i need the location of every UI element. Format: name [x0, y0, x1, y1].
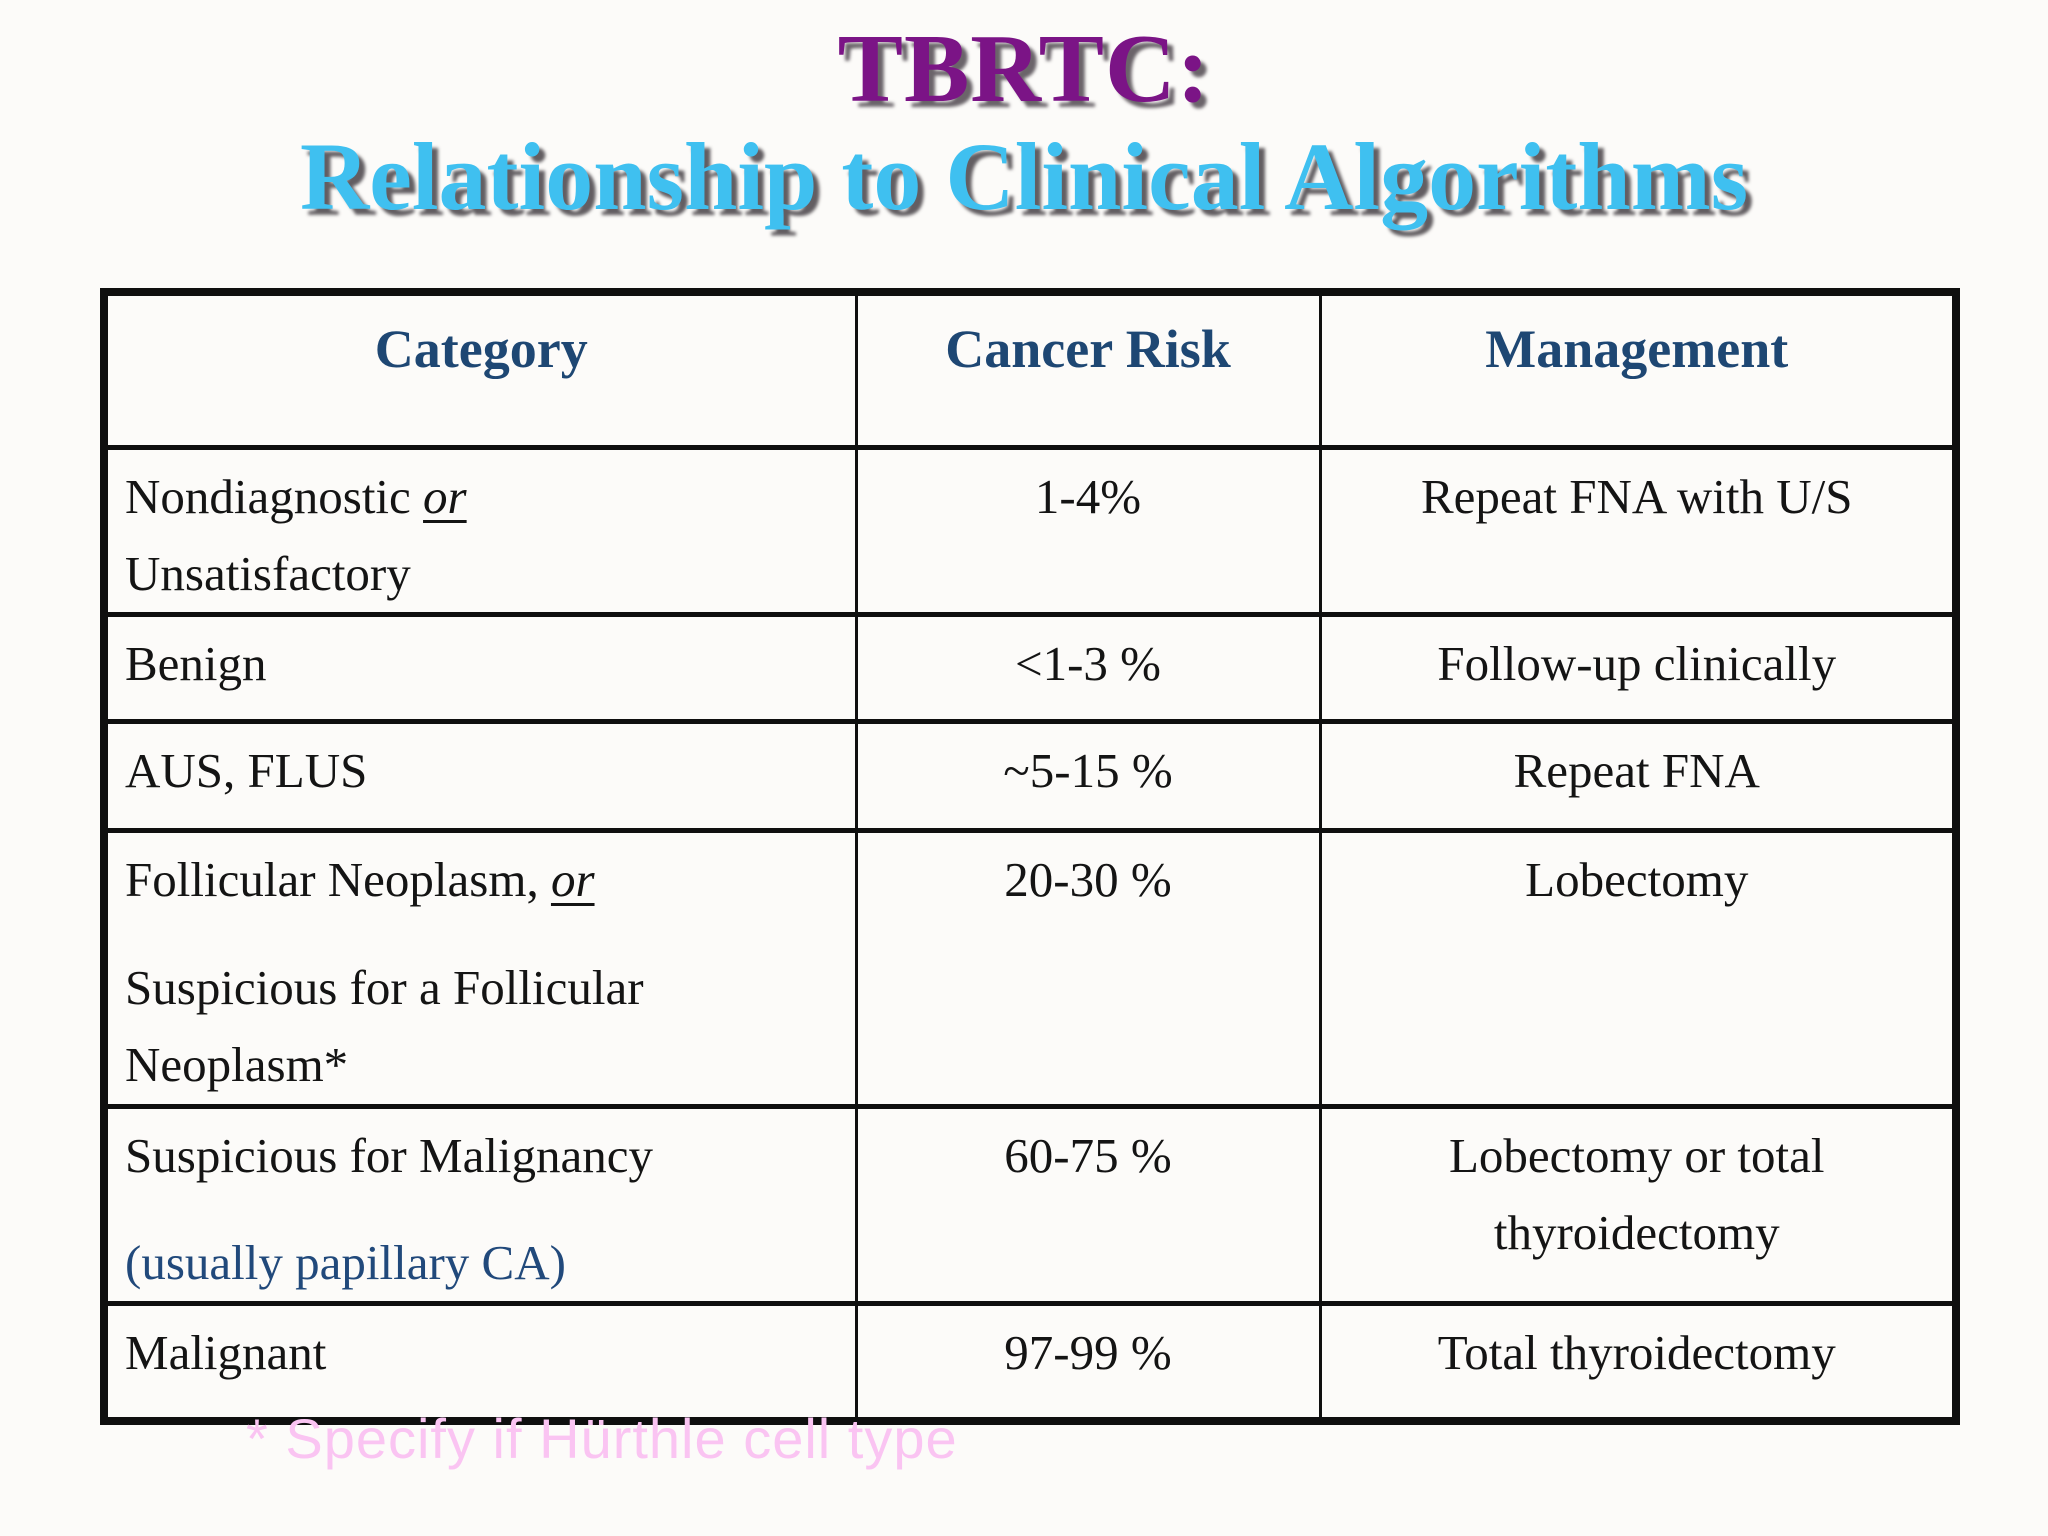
column-header-cancer-risk: Cancer Risk [854, 289, 1322, 450]
management-line: thyroidectomy [1493, 1204, 1780, 1260]
management-cell: Lobectomy or total thyroidectomy [1318, 1103, 1958, 1307]
category-text: Benign [125, 636, 267, 692]
cancer-risk-cell: 1-4% [854, 444, 1322, 618]
management-cell: Repeat FNA with U/S [1318, 444, 1958, 618]
category-cell: Malignant [102, 1301, 858, 1424]
management-cell: Repeat FNA [1318, 719, 1958, 834]
bethesda-category-table: Category Cancer Risk Management Nondiagn… [100, 288, 1960, 1425]
or-emphasis: or [423, 468, 467, 524]
cancer-risk-cell: 60-75 % [854, 1103, 1322, 1307]
category-text: Nondiagnostic [125, 468, 424, 524]
category-line: (usually papillary CA) [125, 1224, 839, 1301]
category-subnote: (usually papillary CA) [125, 1234, 566, 1290]
category-text: Suspicious for Malignancy [125, 1127, 654, 1183]
category-line: Nondiagnostic or [125, 458, 839, 535]
category-line: Unsatisfactory [125, 535, 839, 612]
table-row: AUS, FLUS ~5-15 % Repeat FNA [102, 719, 1958, 834]
management-cell: Lobectomy [1318, 828, 1958, 1109]
or-emphasis: or [550, 852, 595, 908]
management-line: Repeat FNA with U/S [1421, 468, 1853, 524]
management-cell: Follow-up clinically [1318, 612, 1958, 725]
category-line: Suspicious for a Follicular [125, 949, 839, 1026]
column-header-category: Category [102, 289, 858, 450]
category-line: AUS, FLUS [125, 732, 839, 809]
column-header-management: Management [1318, 289, 1958, 450]
management-line: Follow-up clinically [1437, 636, 1837, 692]
category-text: Follicular Neoplasm, [125, 852, 551, 908]
management-line: Lobectomy [1525, 852, 1749, 908]
category-text: AUS, FLUS [125, 743, 368, 799]
category-text: Neoplasm* [125, 1037, 349, 1093]
table-row: Nondiagnostic or Unsatisfactory 1-4% Repeat… [102, 444, 1958, 618]
category-cell: Benign [102, 612, 858, 725]
category-text: Malignant [125, 1325, 327, 1381]
table-body: Nondiagnostic or Unsatisfactory 1-4% Repeat… [102, 444, 1958, 1424]
category-cell: Follicular Neoplasm, or Suspicious for a … [102, 828, 858, 1109]
category-cell: Nondiagnostic or Unsatisfactory [102, 444, 858, 618]
table-row: Malignant 97-99 % Total thyroidectomy [102, 1301, 1958, 1424]
management-cell: Total thyroidectomy [1318, 1301, 1958, 1424]
cancer-risk-cell: 97-99 % [854, 1301, 1322, 1424]
category-line: Malignant [125, 1314, 839, 1391]
table-row: Suspicious for Malignancy (usually papill… [102, 1103, 1958, 1307]
header-row: Category Cancer Risk Management [102, 289, 1958, 450]
category-cell: AUS, FLUS [102, 719, 858, 834]
cancer-risk-cell: 20-30 % [854, 828, 1322, 1109]
category-cell: Suspicious for Malignancy (usually papill… [102, 1103, 858, 1307]
category-line: Suspicious for Malignancy [125, 1117, 839, 1194]
slide-title: TBRTC: [837, 15, 1211, 123]
category-text: Suspicious for a Follicular [125, 959, 644, 1015]
category-line: Benign [125, 625, 839, 702]
category-line: Follicular Neoplasm, or [125, 841, 839, 918]
category-line: Neoplasm* [125, 1026, 839, 1103]
footnote: * Specify if Hürthle cell type [246, 1407, 958, 1470]
management-line: Lobectomy or total [1448, 1127, 1825, 1183]
management-line: Total thyroidectomy [1437, 1325, 1836, 1381]
table-row: Benign <1-3 % Follow-up clinically [102, 612, 1958, 725]
cancer-risk-cell: ~5-15 % [854, 719, 1322, 834]
cancer-risk-cell: <1-3 % [854, 612, 1322, 725]
table-row: Follicular Neoplasm, or Suspicious for a … [102, 828, 1958, 1109]
slide-subtitle: Relationship to Clinical Algorithms [299, 123, 1749, 230]
category-text: Unsatisfactory [125, 545, 411, 601]
management-line: Repeat FNA [1513, 743, 1760, 799]
